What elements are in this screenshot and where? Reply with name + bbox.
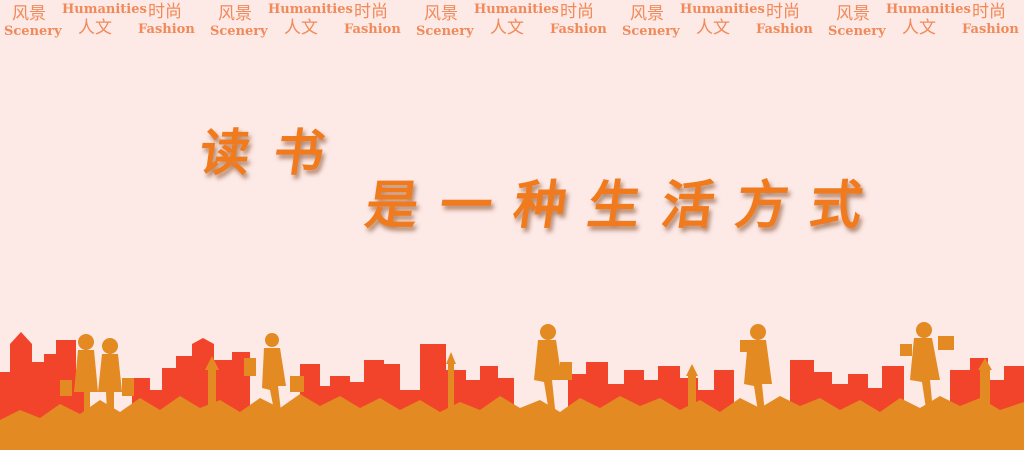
fashion-cn-label: 时尚 [560,2,594,22]
fashion-en-label: Fashion [962,22,1019,37]
fashion-en-label: Fashion [756,22,813,37]
fashion-en-label: Fashion [344,22,401,37]
humanities-cn-label: 人文 [284,18,318,38]
humanities-en-label: Humanities [268,2,353,17]
shopper-silhouette-1 [60,334,98,430]
scenery-en-label: Scenery [4,24,62,39]
humanities-en-label: Humanities [474,2,559,17]
skyline-buildings-orange [0,352,1024,450]
humanities-cn-label: 人文 [902,18,936,38]
header-tile: 风景 Humanities 时尚 Scenery 人文 Fashion [206,0,412,44]
header-tile: 风景 Humanities 时尚 Scenery 人文 Fashion [0,0,206,44]
shopper-silhouette-3 [244,333,304,420]
fashion-en-label: Fashion [550,22,607,37]
scenery-cn-label: 风景 [630,4,664,24]
humanities-cn-label: 人文 [696,18,730,38]
scenery-en-label: Scenery [416,24,474,39]
scenery-cn-label: 风景 [424,4,458,24]
city-skyline-illustration [0,322,1024,450]
shopper-silhouettes [60,322,954,432]
shopper-silhouette-6 [900,322,954,422]
scenery-en-label: Scenery [622,24,680,39]
slogan-lifestyle: 是一种生活方式 [361,175,889,236]
fashion-en-label: Fashion [138,22,195,37]
fashion-cn-label: 时尚 [354,2,388,22]
shopper-silhouette-4 [534,324,572,418]
humanities-en-label: Humanities [680,2,765,17]
header-tile: 风景 Humanities 时尚 Scenery 人文 Fashion [618,0,824,44]
shopper-silhouette-2 [98,338,134,432]
header-strip: 风景 Humanities 时尚 Scenery 人文 Fashion 风景 H… [0,0,1024,44]
fashion-cn-label: 时尚 [148,2,182,22]
humanities-en-label: Humanities [62,2,147,17]
humanities-en-label: Humanities [886,2,971,17]
humanities-cn-label: 人文 [78,18,112,38]
scenery-cn-label: 风景 [836,4,870,24]
shopper-silhouette-5 [740,324,772,424]
scenery-cn-label: 风景 [12,4,46,24]
header-tile: 风景 Humanities 时尚 Scenery 人文 Fashion [412,0,618,44]
scenery-cn-label: 风景 [218,4,252,24]
scenery-en-label: Scenery [828,24,886,39]
fashion-cn-label: 时尚 [972,2,1006,22]
scenery-en-label: Scenery [210,24,268,39]
fashion-cn-label: 时尚 [766,2,800,22]
humanities-cn-label: 人文 [490,18,524,38]
header-tile: 风景 Humanities 时尚 Scenery 人文 Fashion [824,0,1024,44]
slogan-reading: 读书 [195,123,353,182]
